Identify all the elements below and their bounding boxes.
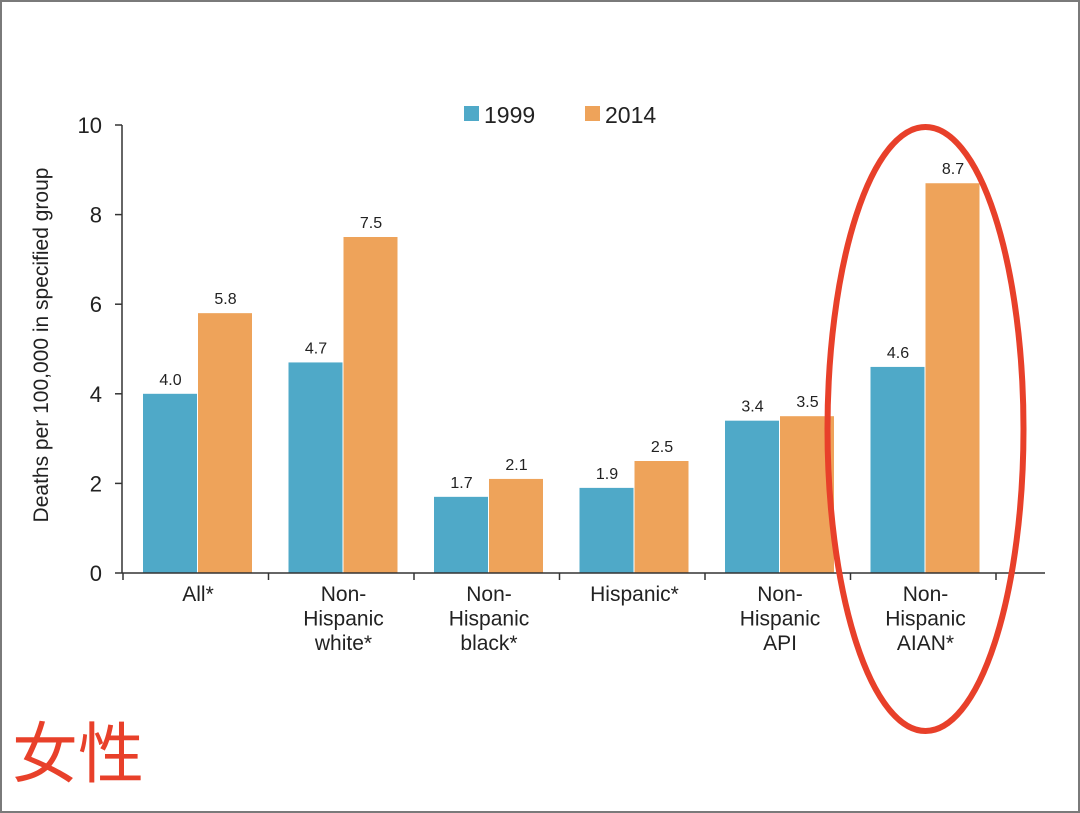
data-label-1999-0: 4.0 xyxy=(159,372,181,389)
bar-1999-2 xyxy=(434,496,488,573)
y-tick-label-2: 2 xyxy=(90,471,102,496)
category-label-4-1: Hispanic xyxy=(740,608,821,631)
bar-2014-2 xyxy=(489,478,543,573)
bar-2014-3 xyxy=(634,461,689,573)
legend: 1999 2014 xyxy=(464,102,656,128)
data-label-2014-5: 8.7 xyxy=(942,161,964,178)
category-label-5-0: Non- xyxy=(903,583,949,606)
bar-1999-3 xyxy=(579,487,634,573)
highlight-ellipse xyxy=(824,124,1027,734)
bar-1999-4 xyxy=(725,420,779,573)
bar-2014-0 xyxy=(198,313,252,573)
y-tick-label-4: 4 xyxy=(90,382,102,407)
data-label-2014-2: 2.1 xyxy=(505,457,527,474)
y-tick-label-0: 0 xyxy=(90,561,102,586)
data-label-1999-3: 1.9 xyxy=(596,466,618,483)
category-label-2-0: Non- xyxy=(466,583,512,606)
bar-1999-1 xyxy=(288,362,343,573)
category-label-2-2: black* xyxy=(460,632,517,655)
y-tick-label-8: 8 xyxy=(90,203,102,228)
bar-1999-0 xyxy=(143,393,197,573)
y-tick-label-6: 6 xyxy=(90,292,102,317)
y-tick-label-10: 10 xyxy=(78,113,102,138)
category-label-5-2: AIAN* xyxy=(897,632,954,655)
category-label-2-1: Hispanic xyxy=(449,608,530,631)
axes-group: 0 2 4 6 8 10 Deaths per 100,000 in specified g… xyxy=(30,113,1045,586)
data-label-2014-1: 7.5 xyxy=(360,215,382,232)
y-axis-title: Deaths per 100,000 in specified group xyxy=(30,168,53,523)
data-label-1999-1: 4.7 xyxy=(305,340,327,357)
category-label-1-1: Hispanic xyxy=(303,608,384,631)
bar-1999-5 xyxy=(870,366,925,573)
data-label-1999-2: 1.7 xyxy=(450,475,472,492)
category-label-5-1: Hispanic xyxy=(885,608,966,631)
bars-group xyxy=(143,183,980,574)
category-label-1-0: Non- xyxy=(321,583,367,606)
labels-group: 4.05.8All*4.77.5Non-Hispanicwhite*1.72.1… xyxy=(159,161,965,655)
category-label-4-0: Non- xyxy=(757,583,803,606)
data-label-2014-0: 5.8 xyxy=(214,291,236,308)
data-label-2014-3: 2.5 xyxy=(651,439,673,456)
legend-label-2014: 2014 xyxy=(605,102,656,128)
category-label-3-0: Hispanic* xyxy=(590,583,679,606)
data-label-2014-4: 3.5 xyxy=(796,394,818,411)
data-label-1999-4: 3.4 xyxy=(741,399,763,416)
category-label-1-2: white* xyxy=(314,632,372,655)
annotation-label: 女性 xyxy=(12,716,144,793)
category-label-0-0: All* xyxy=(182,583,214,606)
legend-swatch-1999 xyxy=(464,106,479,121)
legend-label-1999: 1999 xyxy=(484,102,535,128)
category-label-4-2: API xyxy=(763,632,797,655)
bar-2014-5 xyxy=(925,183,980,574)
data-label-1999-5: 4.6 xyxy=(887,345,909,362)
bar-2014-1 xyxy=(343,237,398,573)
legend-swatch-2014 xyxy=(585,106,600,121)
